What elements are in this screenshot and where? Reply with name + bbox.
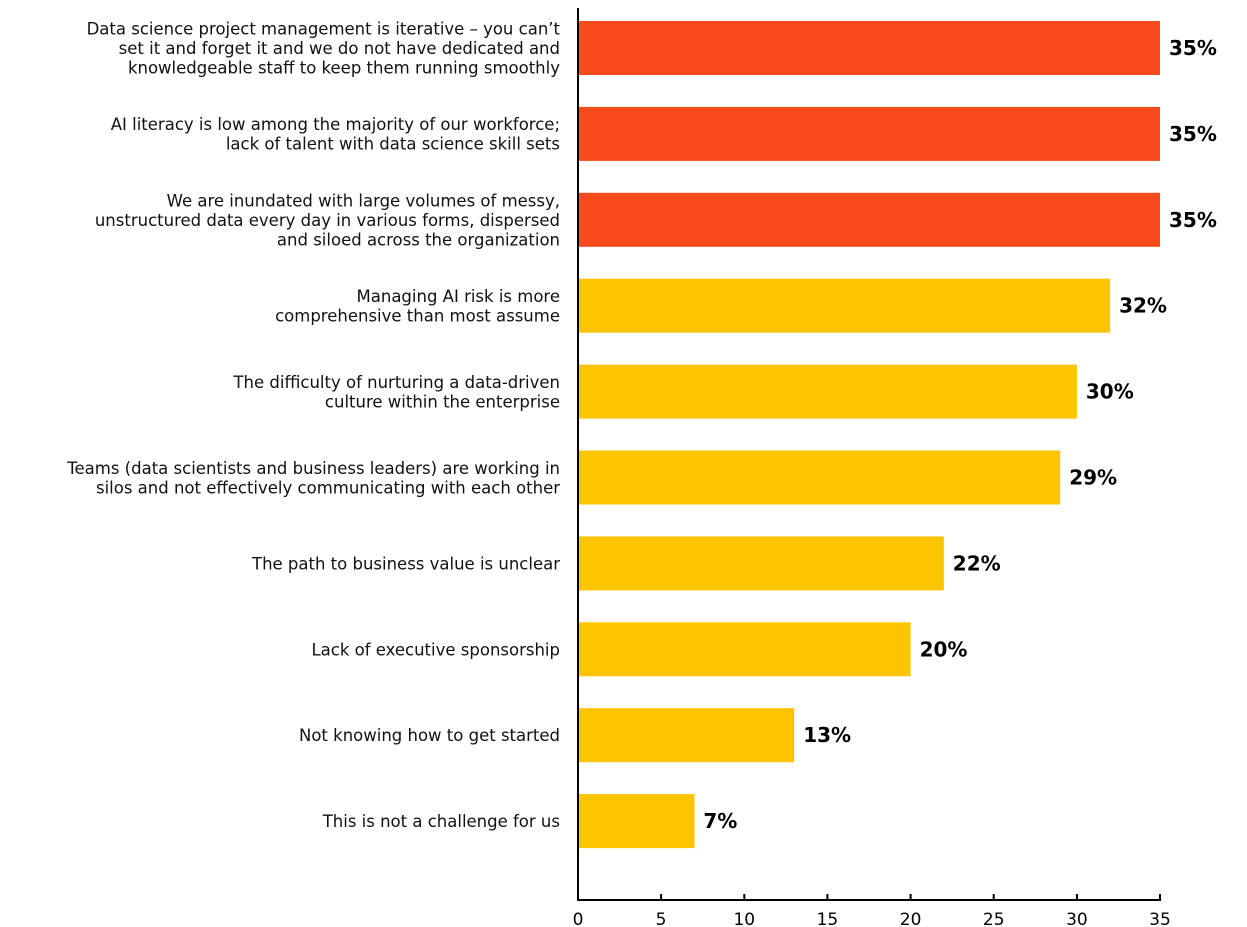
x-tick-label-35: 35 <box>1149 910 1171 927</box>
x-tick-label-15: 15 <box>817 910 839 927</box>
axes: 0 5 10 15 20 25 30 35 <box>573 8 1171 927</box>
x-tick-label-5: 5 <box>656 910 667 927</box>
bars-layer <box>578 21 1160 849</box>
x-tick-label-25: 25 <box>983 910 1005 927</box>
category-label-3: Managing AI risk is more comprehensive th… <box>275 287 560 326</box>
value-labels: 35% 35% 35% 32% 30% 29% 22% 20% 13% 7% <box>703 36 1216 833</box>
category-label-6: The path to business value is unclear <box>251 554 560 573</box>
x-tick-label-30: 30 <box>1066 910 1088 927</box>
category-label-2: We are inundated with large volumes of m… <box>95 191 560 249</box>
value-label-5: 29% <box>1069 466 1117 490</box>
category-label-9: This is not a challenge for us <box>322 812 560 831</box>
category-label-8: Not knowing how to get started <box>299 726 560 745</box>
category-label-0: Data science project management is itera… <box>87 20 561 78</box>
value-label-6: 22% <box>953 551 1001 575</box>
category-label-4: The difficulty of nurturing a data-drive… <box>232 373 560 412</box>
bar-6 <box>578 536 944 591</box>
bar-7 <box>578 622 911 677</box>
value-label-0: 35% <box>1169 36 1217 60</box>
bar-2 <box>578 192 1160 247</box>
value-label-7: 20% <box>920 637 968 661</box>
bar-1 <box>578 106 1160 161</box>
x-tick-label-0: 0 <box>573 910 584 927</box>
x-tick-label-20: 20 <box>900 910 922 927</box>
value-label-1: 35% <box>1169 122 1217 146</box>
value-label-9: 7% <box>703 809 737 833</box>
x-tick-label-10: 10 <box>733 910 755 927</box>
category-labels: Data science project management is itera… <box>66 20 560 832</box>
value-label-4: 30% <box>1086 380 1134 404</box>
value-label-2: 35% <box>1169 208 1217 232</box>
bar-3 <box>578 278 1111 333</box>
bar-9 <box>578 794 695 849</box>
bar-0 <box>578 21 1160 75</box>
category-label-7: Lack of executive sponsorship <box>311 640 560 659</box>
category-label-1: AI literacy is low among the majority of… <box>111 115 560 154</box>
category-label-5: Teams (data scientists and business lead… <box>66 459 560 498</box>
bar-8 <box>578 708 795 763</box>
bar-4 <box>578 364 1077 419</box>
value-label-3: 32% <box>1119 294 1167 318</box>
value-label-8: 13% <box>803 723 851 747</box>
bar-5 <box>578 450 1061 505</box>
